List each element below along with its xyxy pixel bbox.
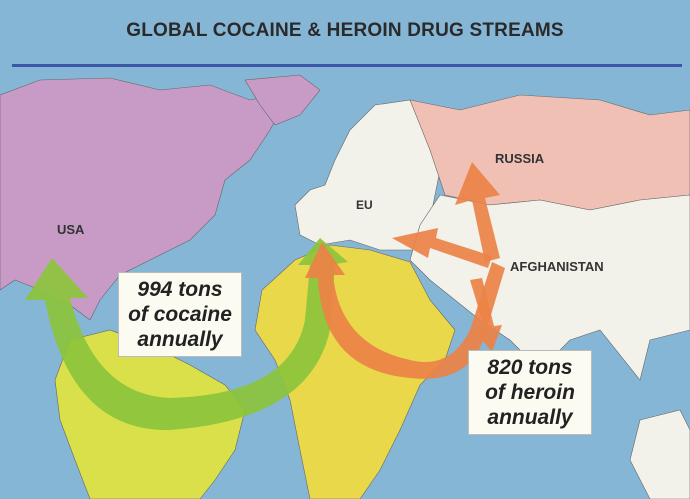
heroin-flow-arrow-russia <box>455 162 500 262</box>
cocaine-period: annually <box>137 328 223 351</box>
cocaine-amount: 994 tons <box>137 278 223 301</box>
heroin-label: of heroin <box>485 381 575 404</box>
map-title: GLOBAL COCAINE & HEROIN DRUG STREAMS <box>126 20 564 41</box>
heroin-amount: 820 tons <box>487 356 573 379</box>
heroin-period: annually <box>487 406 573 429</box>
label-russia: RUSSIA <box>495 151 545 166</box>
label-afghanistan: AFGHANISTAN <box>510 259 604 274</box>
heroin-flow-arrow-africa-europe <box>305 242 505 379</box>
asia <box>409 194 690 381</box>
cocaine-volume-box: 994 tons of cocaine annually <box>118 272 242 357</box>
label-usa: USA <box>57 222 85 237</box>
heroin-flow-arrow-eu <box>392 228 492 268</box>
label-eu: EU <box>356 198 373 212</box>
heroin-volume-box: 820 tons of heroin annually <box>468 350 592 435</box>
greenland <box>244 74 321 126</box>
europe <box>294 99 441 251</box>
cocaine-flow-arrow <box>25 238 348 431</box>
cocaine-label: of cocaine <box>128 303 232 326</box>
australia-islands <box>629 409 690 499</box>
russia <box>409 94 690 211</box>
heroin-flow-arrow-south <box>470 278 502 352</box>
africa <box>254 244 456 499</box>
title-divider <box>12 64 682 67</box>
